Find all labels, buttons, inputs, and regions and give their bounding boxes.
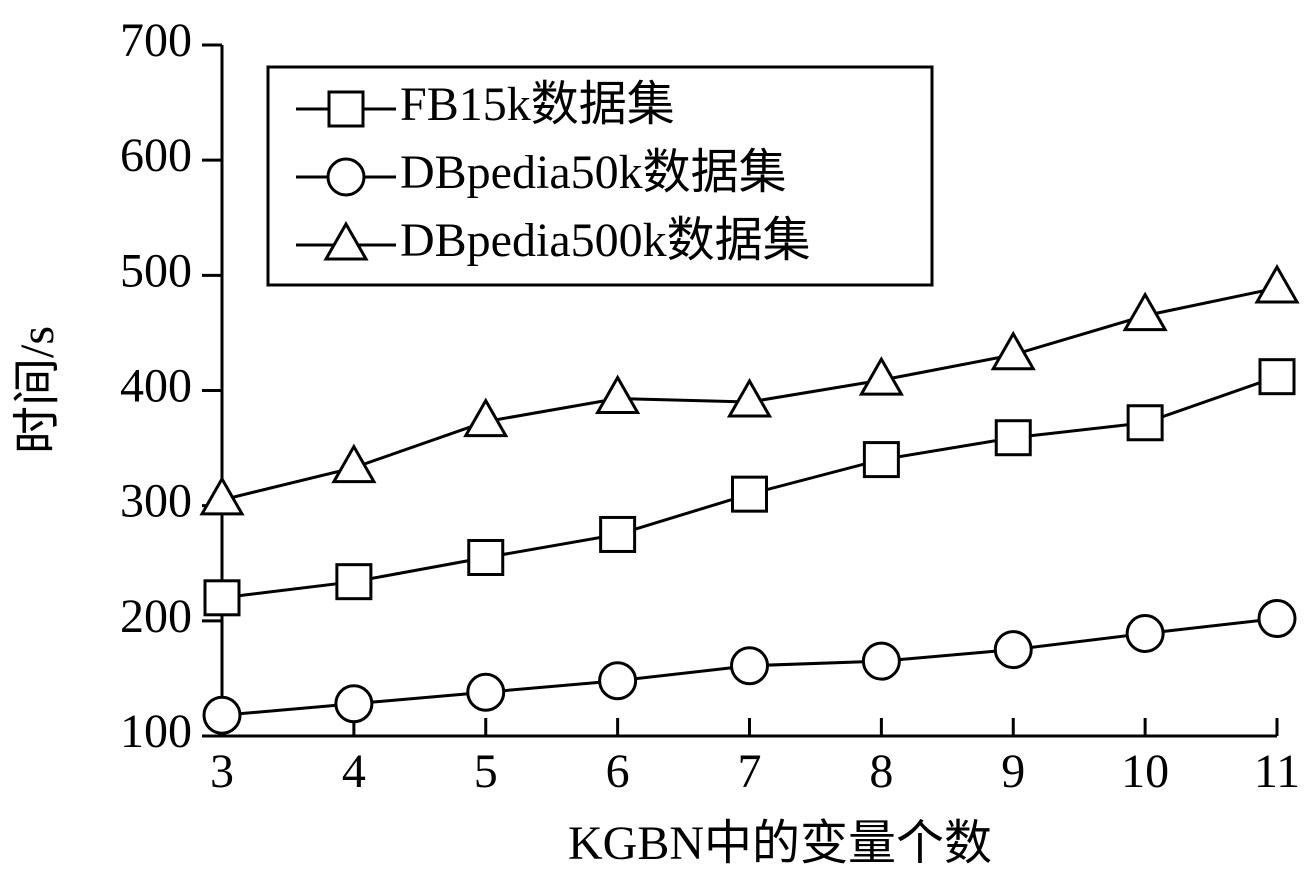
marker — [199, 475, 245, 516]
marker — [858, 356, 904, 396]
marker — [323, 220, 369, 261]
marker — [327, 90, 365, 128]
y-tick-label: 100 — [120, 705, 192, 758]
x-tick-label: 8 — [869, 745, 893, 798]
y-axis-label: 时间/s — [11, 326, 64, 454]
y-tick-label: 400 — [120, 360, 192, 413]
marker — [1257, 599, 1297, 639]
y-tick-label: 500 — [120, 244, 192, 297]
marker — [862, 441, 900, 479]
y-tick-label: 600 — [120, 129, 192, 182]
marker — [994, 419, 1032, 457]
x-tick-label: 5 — [474, 745, 498, 798]
marker — [993, 630, 1033, 670]
marker — [334, 684, 374, 724]
legend-label: FB15k数据集 — [400, 78, 675, 131]
marker — [731, 475, 768, 513]
marker — [598, 661, 638, 701]
x-tick-label: 4 — [342, 745, 366, 798]
marker — [326, 157, 366, 197]
y-tick-label: 200 — [120, 590, 192, 643]
marker — [203, 579, 241, 617]
marker — [730, 646, 769, 686]
marker — [1126, 404, 1164, 442]
marker — [463, 397, 509, 438]
y-tick-label: 300 — [120, 475, 192, 528]
marker — [990, 330, 1036, 371]
marker — [1125, 614, 1165, 654]
x-axis-label: KGBN中的变量个数 — [568, 817, 992, 870]
marker — [1254, 263, 1300, 304]
marker — [466, 672, 506, 712]
marker — [595, 374, 641, 415]
x-tick-label: 10 — [1121, 745, 1169, 798]
marker — [861, 641, 901, 681]
x-tick-label: 7 — [738, 745, 762, 798]
x-tick-label: 6 — [606, 745, 630, 798]
marker — [467, 538, 505, 576]
legend-label: DBpedia50k数据集 — [400, 146, 787, 199]
x-tick-label: 11 — [1254, 745, 1300, 798]
x-tick-label: 9 — [1001, 745, 1025, 798]
marker — [1122, 291, 1168, 332]
x-tick-label: 3 — [210, 745, 234, 798]
marker — [335, 563, 373, 601]
marker — [1258, 358, 1296, 396]
marker — [726, 377, 773, 418]
y-tick-label: 700 — [120, 14, 192, 67]
marker — [599, 515, 637, 553]
legend-label: DBpedia500k数据集 — [400, 214, 811, 267]
marker — [202, 695, 242, 735]
marker — [331, 443, 377, 484]
